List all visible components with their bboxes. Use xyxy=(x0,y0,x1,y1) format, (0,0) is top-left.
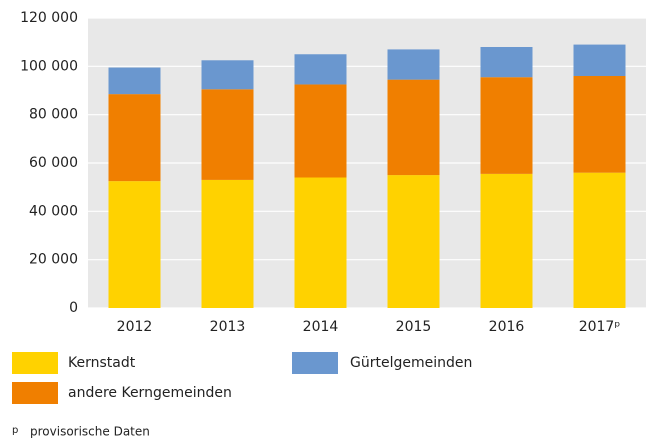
bar-segment xyxy=(294,84,347,178)
legend-label: andere Kerngemeinden xyxy=(68,385,232,401)
bar-segment xyxy=(480,47,533,78)
y-tick-label: 60 000 xyxy=(29,155,78,171)
legend-label: Kernstadt xyxy=(68,355,136,371)
x-tick-label: 2016 xyxy=(489,319,525,335)
bar-segment xyxy=(201,179,254,308)
legend-swatch xyxy=(12,352,58,374)
x-tick-label: 2015 xyxy=(396,319,432,335)
y-tick-label: 120 000 xyxy=(20,10,78,26)
bar-segment xyxy=(573,44,626,76)
bar-segment xyxy=(108,94,161,182)
x-tick-label: 2013 xyxy=(210,319,246,335)
y-tick-label: 40 000 xyxy=(29,203,78,219)
y-tick-label: 20 000 xyxy=(29,252,78,268)
bar-segment xyxy=(480,77,533,174)
bar-segment xyxy=(108,67,161,95)
bar-segment xyxy=(108,181,161,308)
bar-segment xyxy=(201,60,254,90)
x-tick-label: 2012 xyxy=(117,319,153,335)
bar-segment xyxy=(387,79,440,176)
bar-segment xyxy=(573,76,626,173)
bar-segment xyxy=(387,49,440,80)
bar-segment xyxy=(294,177,347,308)
legend-swatch xyxy=(292,352,338,374)
x-tick-label: 2014 xyxy=(303,319,339,335)
y-tick-label: 80 000 xyxy=(29,107,78,123)
bar-segment xyxy=(294,54,347,85)
bar-segment xyxy=(573,172,626,308)
footnote-marker: p xyxy=(12,425,18,436)
y-tick-label: 0 xyxy=(69,300,78,316)
bar-segment xyxy=(480,173,533,308)
y-tick-label: 100 000 xyxy=(20,58,78,74)
footnote-text: provisorische Daten xyxy=(30,425,150,439)
legend-swatch xyxy=(12,382,58,404)
bar-segment xyxy=(201,89,254,180)
legend-label: Gürtelgemeinden xyxy=(350,355,472,371)
bar-segment xyxy=(387,175,440,308)
x-tick-label: 2017ᵖ xyxy=(579,319,621,335)
